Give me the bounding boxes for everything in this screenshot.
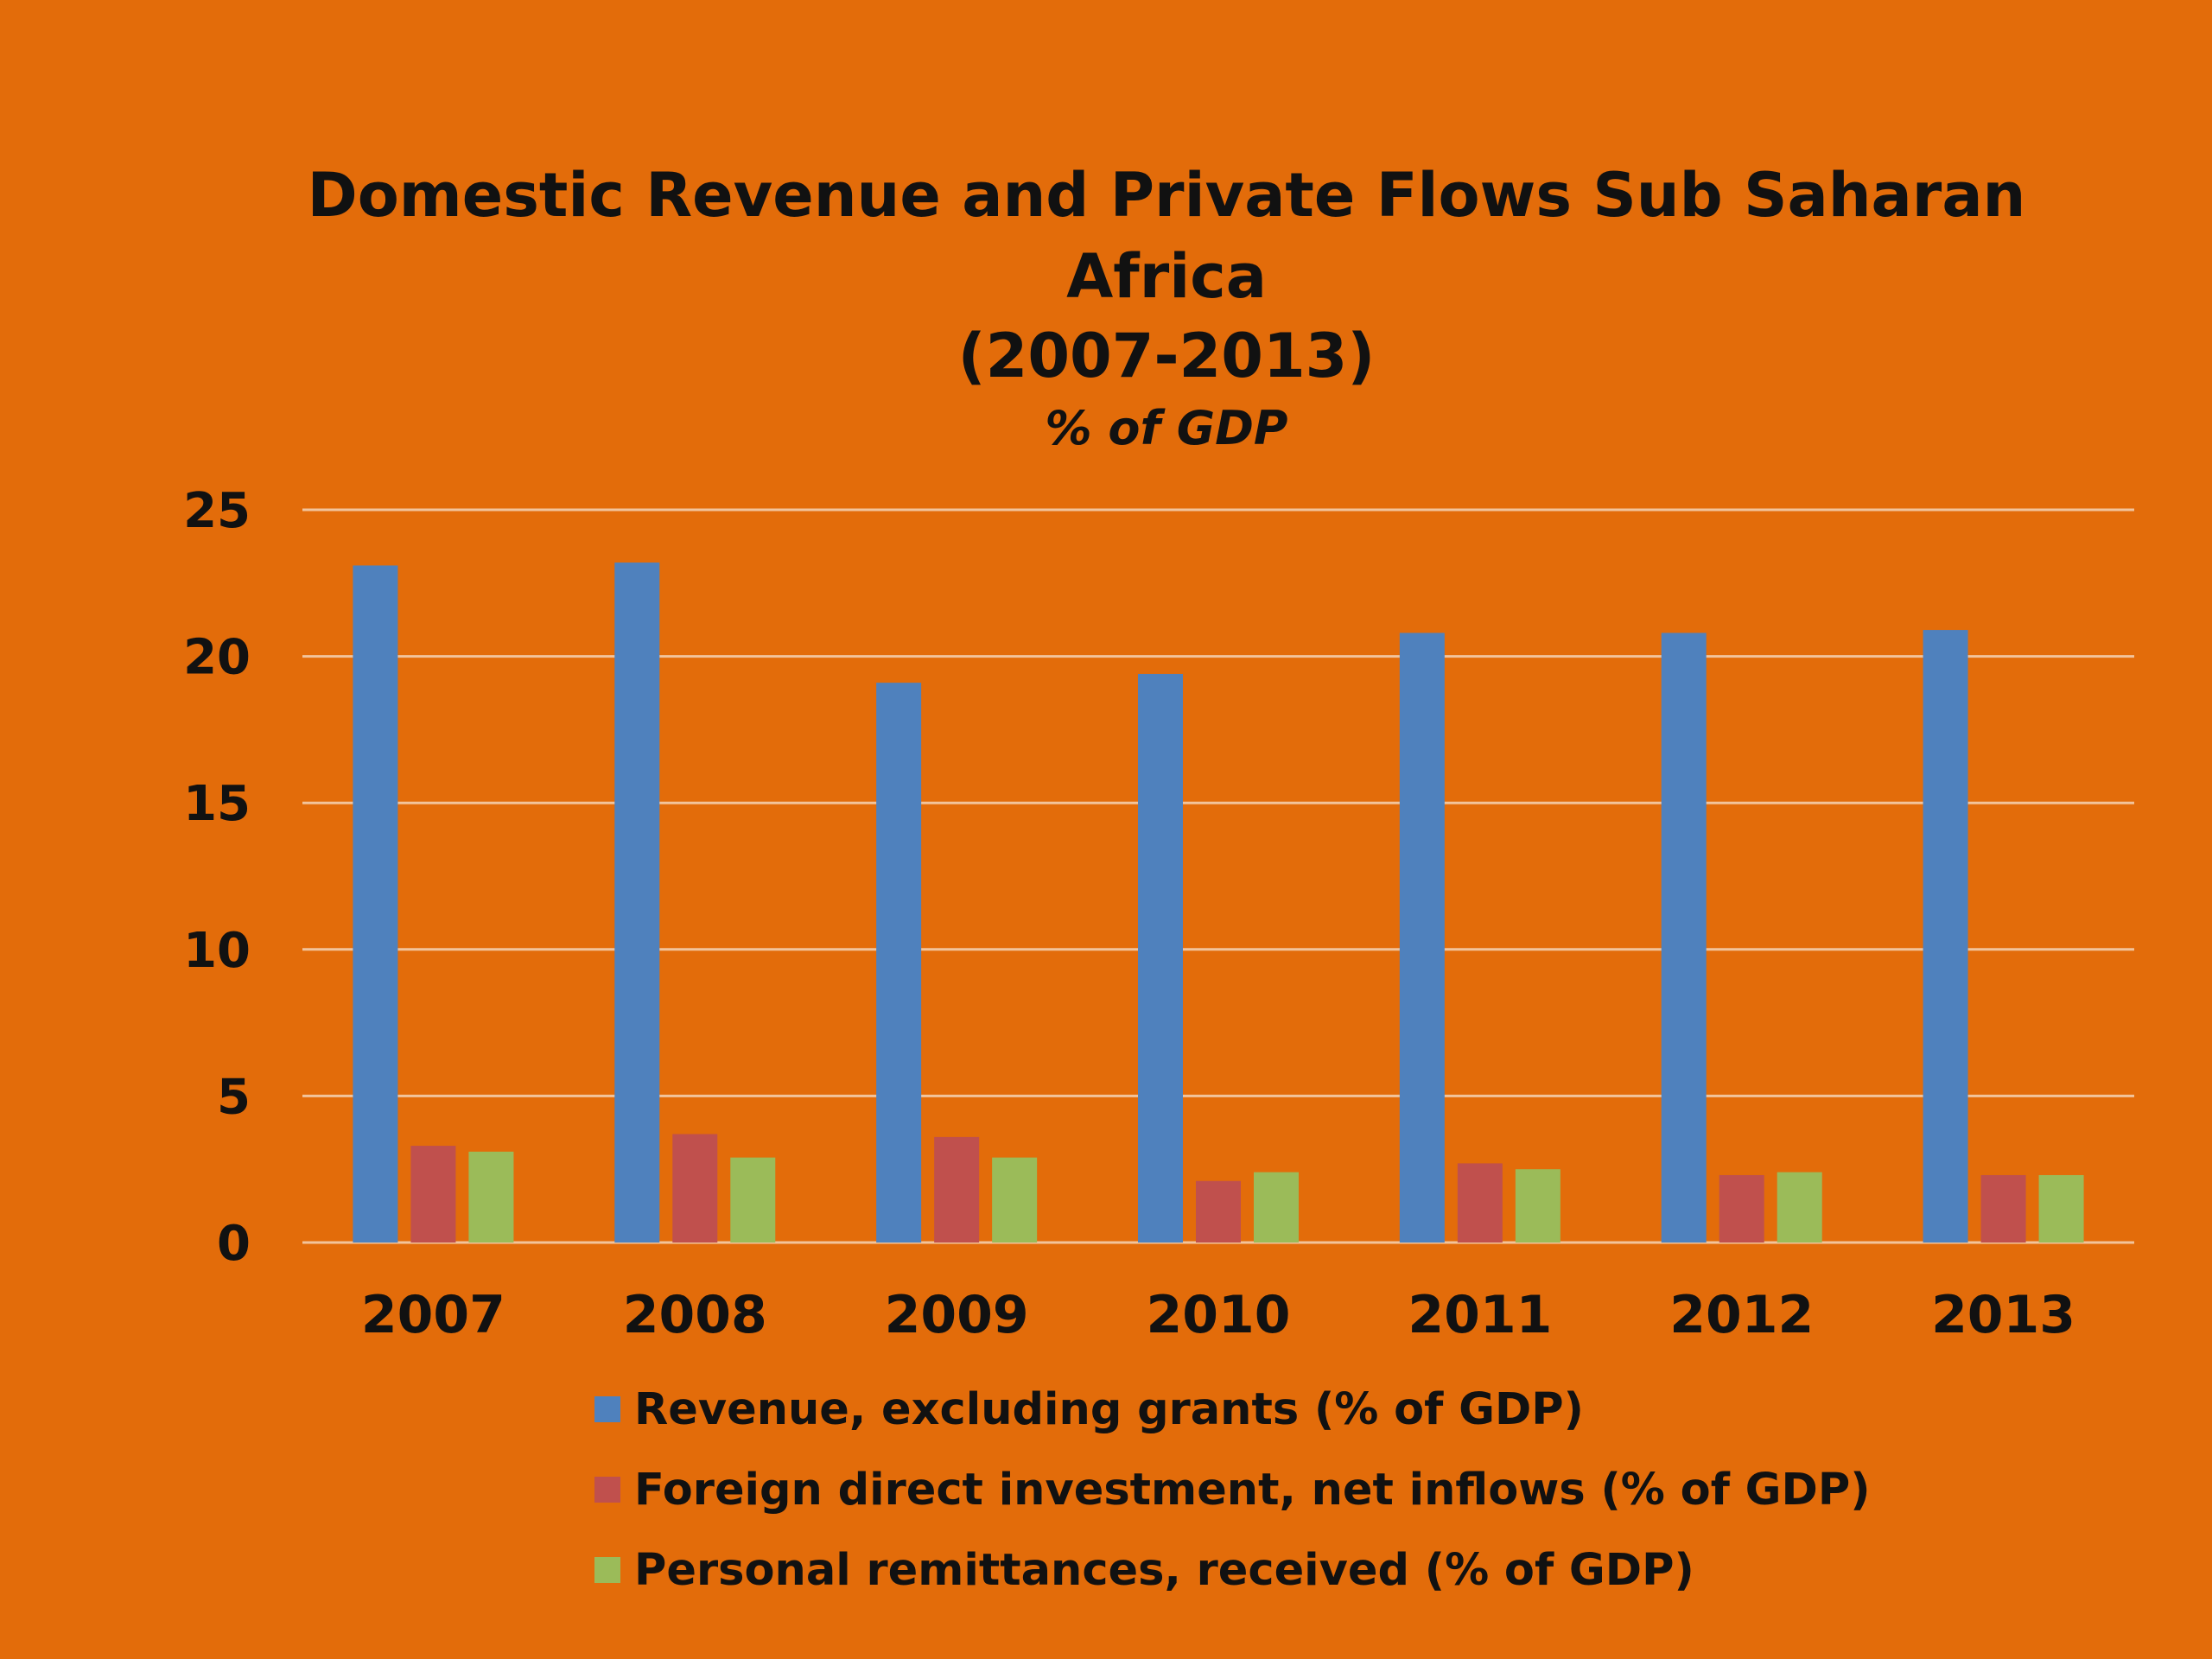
bar-series-0-2008 bbox=[614, 563, 660, 1243]
bar-series-1-2013 bbox=[1980, 1174, 2026, 1243]
bar-series-1-2009 bbox=[934, 1136, 980, 1243]
bar-series-2-2008 bbox=[730, 1157, 776, 1243]
bar-series-2-2007 bbox=[468, 1151, 514, 1243]
y-tick-label: 0 bbox=[217, 1216, 251, 1272]
chart-subtitle: % of GDP bbox=[1045, 401, 1287, 455]
legend-label-0: Revenue, excluding grants (% of GDP) bbox=[634, 1384, 1584, 1435]
bar-series-1-2007 bbox=[410, 1146, 456, 1243]
bar-series-0-2007 bbox=[353, 565, 398, 1243]
bar-series-1-2012 bbox=[1719, 1174, 1764, 1243]
bar-series-0-2009 bbox=[876, 683, 922, 1243]
chart-title-line-2: Africa bbox=[1066, 241, 1267, 312]
bar-series-0-2013 bbox=[1923, 630, 1968, 1243]
x-tick-label: 2011 bbox=[1408, 1285, 1552, 1345]
bar-series-2-2009 bbox=[992, 1157, 1038, 1243]
y-axis-ticks: 0 5 10 15 20 25 bbox=[183, 483, 251, 1272]
x-tick-label: 2009 bbox=[885, 1285, 1029, 1345]
y-tick-label: 15 bbox=[183, 776, 251, 832]
y-tick-label: 20 bbox=[183, 630, 251, 686]
bar-series-2-2012 bbox=[1777, 1172, 1822, 1243]
bar-series-2-2010 bbox=[1254, 1172, 1299, 1243]
legend-swatch-0 bbox=[594, 1396, 620, 1422]
chart-title-line-3: (2007-2013) bbox=[958, 321, 1376, 391]
x-tick-label: 2012 bbox=[1669, 1285, 1814, 1345]
x-tick-label: 2008 bbox=[623, 1285, 767, 1345]
x-tick-label: 2010 bbox=[1147, 1285, 1291, 1345]
chart-title-line-1: Domestic Revenue and Private Flows Sub S… bbox=[308, 160, 2026, 231]
bars bbox=[353, 563, 2084, 1243]
chart-title: Domestic Revenue and Private Flows Sub S… bbox=[308, 160, 2026, 455]
x-tick-label: 2007 bbox=[361, 1285, 505, 1345]
legend-label-2: Personal remittances, received (% of GDP… bbox=[634, 1545, 1694, 1596]
x-tick-label: 2013 bbox=[1931, 1285, 2075, 1345]
legend-label-1: Foreign direct investment, net inflows (… bbox=[634, 1465, 1871, 1516]
legend: Revenue, excluding grants (% of GDP) Fore… bbox=[594, 1384, 1871, 1596]
bar-series-2-2011 bbox=[1515, 1169, 1560, 1243]
x-axis-ticks: 2007 2008 2009 2010 2011 2012 2013 bbox=[361, 1285, 2075, 1345]
bar-series-0-2010 bbox=[1138, 673, 1183, 1243]
y-tick-label: 10 bbox=[183, 923, 251, 979]
legend-swatch-1 bbox=[594, 1477, 620, 1503]
y-tick-label: 5 bbox=[217, 1069, 251, 1125]
bar-series-0-2012 bbox=[1661, 632, 1707, 1243]
bar-series-1-2011 bbox=[1457, 1163, 1503, 1243]
gridlines bbox=[302, 508, 2134, 1244]
bar-series-1-2010 bbox=[1196, 1180, 1241, 1243]
bar-series-2-2013 bbox=[2038, 1174, 2084, 1243]
bar-series-0-2011 bbox=[1399, 632, 1445, 1243]
y-tick-label: 25 bbox=[183, 483, 251, 539]
bar-series-1-2008 bbox=[672, 1134, 718, 1243]
legend-swatch-2 bbox=[594, 1557, 620, 1583]
